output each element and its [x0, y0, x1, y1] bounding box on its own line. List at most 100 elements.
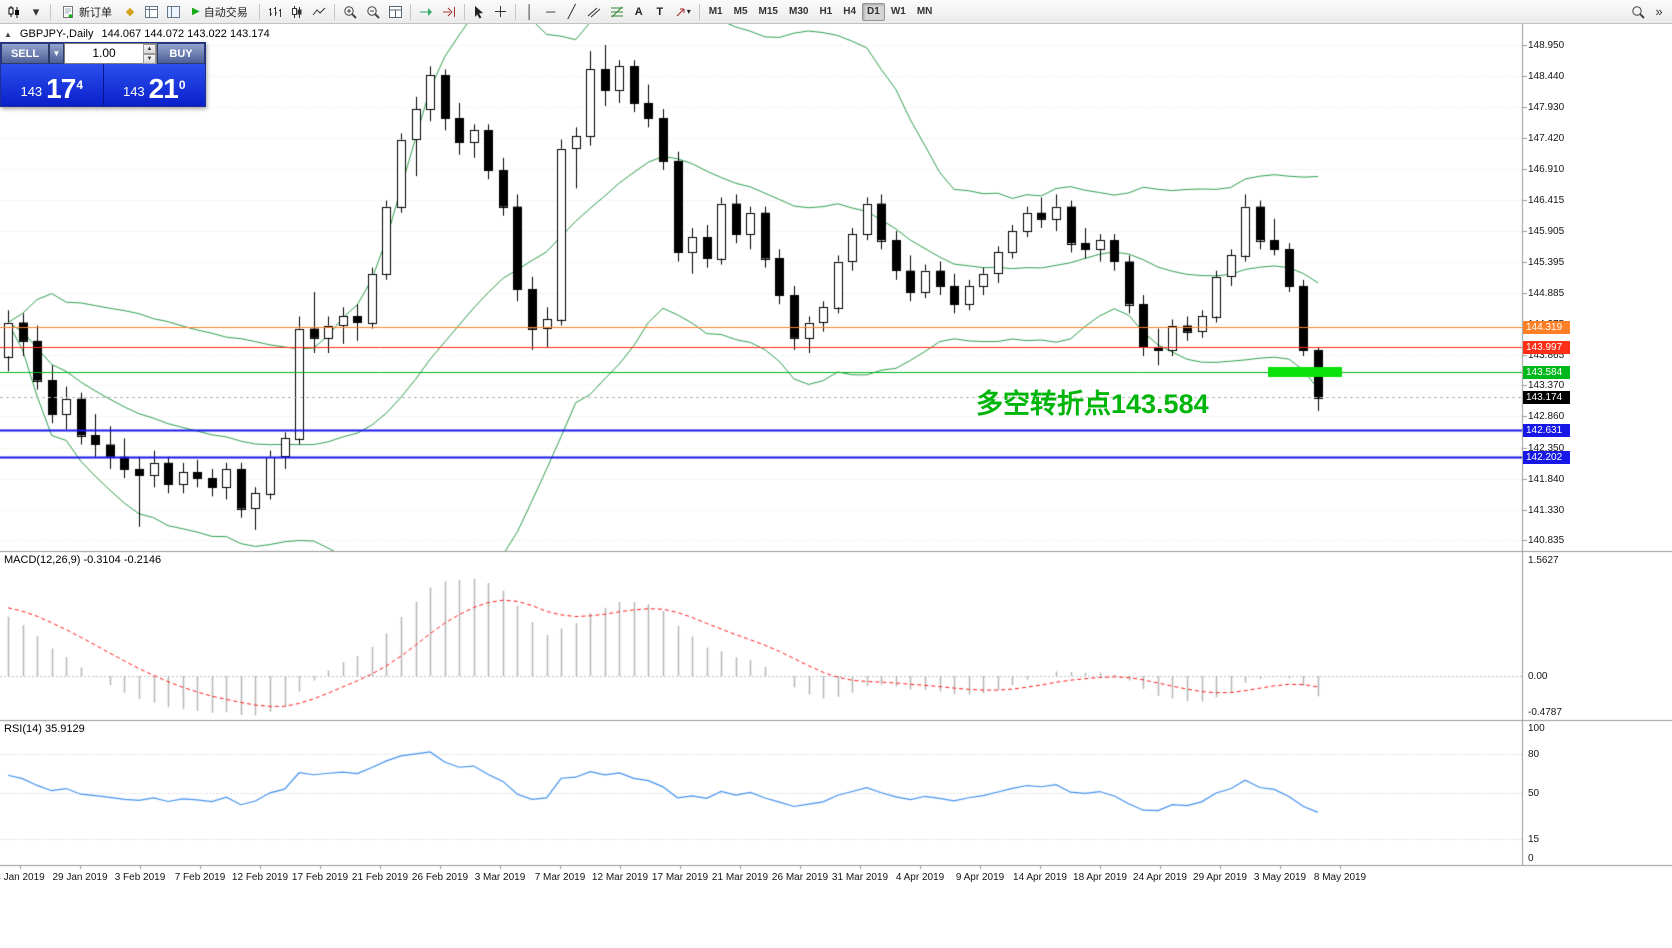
text-label-tool-button[interactable]: T — [650, 2, 670, 22]
symbol-title: GBPJPY-,Daily — [19, 28, 94, 40]
time-axis-label: 29 Apr 2019 — [1193, 872, 1247, 883]
lot-spinner[interactable]: ▲ ▼ — [143, 44, 156, 64]
time-axis-label: 21 Mar 2019 — [711, 872, 769, 883]
price-axis-label: 141.840 — [1528, 473, 1565, 485]
channel-tool-icon — [587, 6, 601, 18]
market-watch-button[interactable] — [141, 2, 162, 22]
time-axis-label: 17 Mar 2019 — [651, 872, 709, 883]
main-toolbar: ▾ 新订单 ◆ ▶ 自动交易 │ — [0, 0, 1672, 24]
charts-profile-button[interactable]: ◆ — [120, 2, 140, 22]
toolbar-separator — [333, 3, 335, 20]
autotrading-label: 自动交易 — [203, 6, 248, 19]
rsi-axis-label: 80 — [1528, 749, 1540, 760]
timeframe-button-m30[interactable]: M30 — [784, 3, 813, 21]
toolbar-separator — [514, 3, 516, 20]
line-chart-mode-button[interactable] — [308, 2, 330, 22]
toolbar-overflow-button[interactable]: » — [1649, 2, 1669, 22]
price-axis-label: 146.910 — [1528, 164, 1565, 176]
new-chart-dropdown[interactable]: ▾ — [26, 2, 46, 22]
zoom-in-button[interactable] — [339, 2, 361, 22]
rsi-axis-label: 50 — [1528, 788, 1540, 799]
pivot-annotation-text: 多空转折点143.584 — [976, 389, 1209, 419]
new-chart-button[interactable] — [3, 2, 25, 22]
navigator-icon — [167, 5, 180, 18]
rsi-axis-label: 0 — [1528, 853, 1534, 864]
line-chart-icon — [312, 6, 326, 18]
toolbar-separator — [258, 3, 260, 20]
time-axis-label: 8 May 2019 — [1313, 872, 1367, 883]
zoom-out-icon — [366, 5, 380, 19]
trendline-tool-button[interactable]: ╱ — [562, 2, 582, 22]
price-axis-label: 145.905 — [1528, 225, 1565, 237]
price-axis-label: 141.330 — [1528, 504, 1565, 516]
charts-profile-icon: ◆ — [125, 6, 135, 18]
text-tool-button[interactable]: A — [629, 2, 649, 22]
timeframe-button-m15[interactable]: M15 — [754, 3, 783, 21]
timeframe-button-w1[interactable]: W1 — [886, 3, 911, 21]
auto-scroll-button[interactable] — [415, 2, 437, 22]
vertical-line-tool-button[interactable]: │ — [520, 2, 540, 22]
bar-chart-icon — [268, 6, 282, 18]
time-axis-label: 26 Mar 2019 — [771, 872, 829, 883]
search-button[interactable] — [1627, 2, 1649, 22]
chart-canvas[interactable] — [0, 24, 1672, 886]
one-click-trading-panel: SELL ▼ 1.00 ▲ ▼ BUY 143 17 4 143 21 0 — [0, 42, 206, 107]
sell-price[interactable]: 143 17 4 — [1, 64, 103, 106]
price-axis-label: 140.835 — [1528, 535, 1565, 546]
new-order-button[interactable]: 新订单 — [55, 2, 119, 22]
bar-chart-mode-button[interactable] — [264, 2, 286, 22]
sell-button[interactable]: SELL — [1, 43, 49, 64]
ohlc-values: 144.067 144.072 143.022 143.174 — [101, 28, 270, 40]
timeframe-button-h4[interactable]: H4 — [838, 3, 861, 21]
crosshair-tool-button[interactable] — [490, 2, 511, 22]
tile-windows-button[interactable] — [385, 2, 406, 22]
channel-tool-button[interactable] — [583, 2, 605, 22]
trade-panel-toggle-icon[interactable]: ▲ — [4, 29, 12, 39]
new-order-icon — [62, 5, 75, 19]
horizontal-line-tool-button[interactable]: ─ — [541, 2, 561, 22]
time-axis-label: 7 Mar 2019 — [534, 872, 586, 883]
macd-axis-label: 0.00 — [1528, 671, 1548, 682]
price-axis-label: 143.865 — [1528, 350, 1565, 362]
lot-decrease-icon[interactable]: ▼ — [143, 54, 156, 64]
hline-price-tag: 144.319 — [1523, 321, 1570, 335]
timeframe-button-m5[interactable]: M5 — [729, 3, 753, 21]
time-axis-label: 18 Apr 2019 — [1073, 872, 1127, 883]
hline-price-tag: 143.997 — [1523, 341, 1570, 355]
timeframe-button-m1[interactable]: M1 — [704, 3, 728, 21]
cursor-tool-button[interactable] — [469, 2, 489, 22]
arrows-tool-button[interactable]: ▾ — [671, 2, 695, 22]
fibonacci-tool-button[interactable] — [606, 2, 628, 22]
timeframe-button-mn[interactable]: MN — [912, 3, 938, 21]
timeframe-button-d1[interactable]: D1 — [862, 2, 885, 21]
lot-size-field[interactable]: 1.00 ▲ ▼ — [64, 43, 157, 64]
zoom-out-button[interactable] — [362, 2, 384, 22]
buy-button[interactable]: BUY — [157, 43, 205, 64]
time-axis-label: 3 Mar 2019 — [474, 872, 526, 883]
toolbar-separator — [409, 3, 411, 20]
lot-dropdown-button[interactable]: ▼ — [49, 43, 64, 64]
toolbar-right-group: » — [1627, 2, 1669, 22]
navigator-button[interactable] — [163, 2, 184, 22]
lot-increase-icon[interactable]: ▲ — [143, 44, 156, 54]
candlestick-mode-button[interactable] — [287, 2, 307, 22]
time-axis-label: 3 May 2019 — [1253, 872, 1307, 883]
macd-axis-label: 1.5627 — [1528, 555, 1559, 567]
autotrading-button[interactable]: ▶ 自动交易 — [185, 2, 255, 22]
chart-shift-button[interactable] — [438, 2, 460, 22]
new-order-label: 新订单 — [79, 6, 112, 19]
price-axis-label: 142.350 — [1528, 442, 1565, 454]
sell-price-big-figure: 143 — [20, 84, 43, 99]
time-axis-label: 24 Apr 2019 — [1133, 872, 1187, 883]
buy-price-pips: 21 — [148, 73, 179, 104]
fibonacci-tool-icon — [610, 6, 624, 18]
arrow-tool-icon — [675, 6, 687, 18]
timeframe-button-h1[interactable]: H1 — [814, 3, 837, 21]
toolbar-separator — [698, 3, 700, 20]
trade-panel-header: SELL ▼ 1.00 ▲ ▼ BUY — [1, 43, 205, 64]
buy-price[interactable]: 143 21 0 — [104, 64, 206, 106]
hline-price-tag: 142.202 — [1523, 450, 1570, 464]
buy-price-big-figure: 143 — [122, 84, 145, 99]
search-icon — [1631, 5, 1645, 19]
time-axis-label: 31 Mar 2019 — [831, 872, 889, 883]
